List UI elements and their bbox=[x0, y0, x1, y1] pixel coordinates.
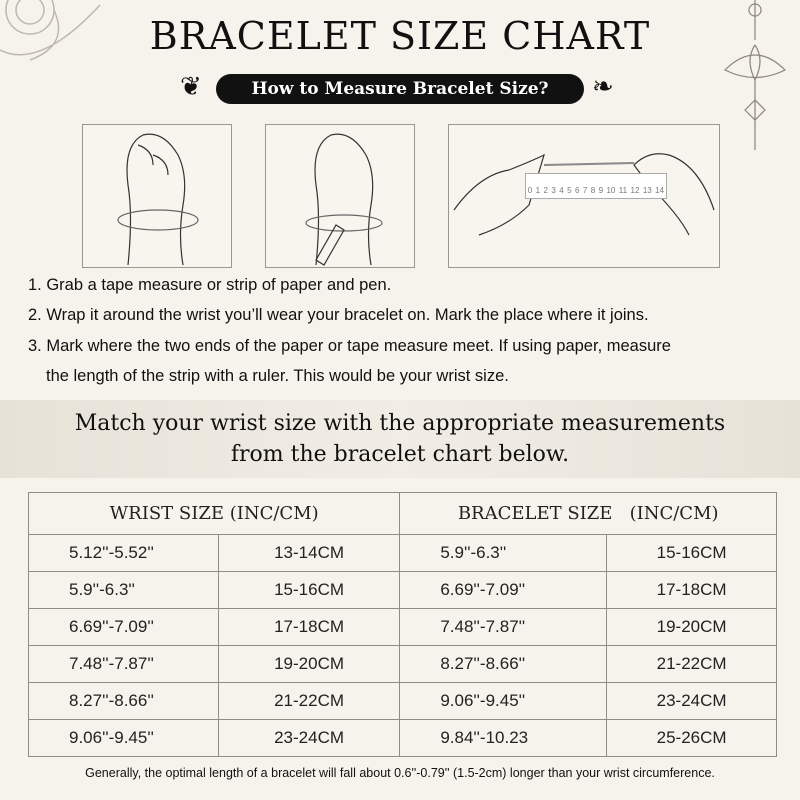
band-line-1: Match your wrist size with the appropria… bbox=[74, 411, 726, 436]
swirl-right-icon: ❧ bbox=[592, 72, 614, 102]
ruler-label: 8 bbox=[590, 186, 596, 195]
wrist-cm: 23-24CM bbox=[217, 719, 401, 757]
bracelet-cm: 19-20CM bbox=[606, 608, 777, 646]
band-line-2: from the bracelet chart below. bbox=[230, 442, 570, 467]
wrist-inches: 6.69''-7.09'' bbox=[28, 608, 219, 646]
wrist-inches: 9.06''-9.45'' bbox=[28, 719, 219, 757]
mandala-decoration-icon bbox=[0, 0, 101, 61]
ruler-label: 9 bbox=[598, 186, 604, 195]
hand-icon bbox=[117, 133, 199, 266]
hands-icon bbox=[453, 153, 715, 236]
instruction-band: Match your wrist size with the appropria… bbox=[0, 400, 800, 478]
wrist-cm: 13-14CM bbox=[217, 534, 401, 572]
wrist-cm: 17-18CM bbox=[217, 608, 401, 646]
ruler-label: 11 bbox=[618, 186, 628, 195]
subtitle-pill: How to Measure Bracelet Size? bbox=[216, 74, 584, 104]
bracelet-cm: 21-22CM bbox=[606, 645, 777, 683]
illustration-hand-wrap bbox=[82, 124, 232, 268]
wrist-inches: 7.48''-7.87'' bbox=[28, 645, 219, 683]
ruler-label: 3 bbox=[551, 186, 556, 195]
ruler-label: 5 bbox=[567, 186, 572, 195]
illustration-mark-wrist bbox=[265, 124, 415, 268]
bracelet-cm: 23-24CM bbox=[606, 682, 777, 720]
table-row: 6.69''-7.09'' 17-18CM 7.48''-7.87'' 19-20CM bbox=[28, 608, 777, 646]
bracelet-inches: 9.84''-10.23 bbox=[399, 719, 608, 757]
table-row: 7.48''-7.87'' 19-20CM 8.27''-8.66'' 21-22CM bbox=[28, 645, 777, 683]
wrist-inches: 5.9''-6.3'' bbox=[28, 571, 219, 609]
ruler-label: 6 bbox=[574, 186, 580, 195]
lotus-decoration-icon bbox=[723, 0, 787, 150]
bracelet-cm: 15-16CM bbox=[606, 534, 777, 572]
bracelet-cm: 17-18CM bbox=[606, 571, 777, 609]
step-2: 2. Wrap it around the wrist you’ll wear … bbox=[28, 306, 649, 324]
table-row: 5.12''-5.52'' 13-14CM 5.9''-6.3'' 15-16CM bbox=[28, 534, 777, 572]
size-table: WRIST SIZE (INC/CM) BRACELET SIZE (INC/C… bbox=[27, 492, 777, 757]
bracelet-inches: 8.27''-8.66'' bbox=[399, 645, 608, 683]
bracelet-cm: 25-26CM bbox=[606, 719, 777, 757]
bracelet-inches: 5.9''-6.3'' bbox=[399, 534, 608, 572]
ruler-label: 13 bbox=[642, 186, 652, 195]
bracelet-inches: 9.06''-9.45'' bbox=[399, 682, 608, 720]
table-row: 5.9''-6.3'' 15-16CM 6.69''-7.09'' 17-18CM bbox=[28, 571, 777, 609]
wrist-cm: 15-16CM bbox=[217, 571, 401, 609]
bracelet-inches: 7.48''-7.87'' bbox=[399, 608, 608, 646]
table-row: 8.27''-8.66'' 21-22CM 9.06''-9.45'' 23-24CM bbox=[28, 682, 777, 720]
footer-note: Generally, the optimal length of a brace… bbox=[85, 766, 715, 780]
header-bracelet-size: BRACELET SIZE (INC/CM) bbox=[399, 492, 777, 535]
step-3-continued: the length of the strip with a ruler. Th… bbox=[46, 367, 509, 385]
ruler-label: 1 bbox=[535, 186, 541, 195]
bracelet-inches: 6.69''-7.09'' bbox=[399, 571, 608, 609]
hand-pen-icon bbox=[305, 133, 383, 266]
ruler-label: 7 bbox=[582, 186, 588, 195]
header-wrist-size: WRIST SIZE (INC/CM) bbox=[27, 492, 401, 535]
wrist-cm: 21-22CM bbox=[217, 682, 401, 720]
ruler: 0 1 2 3 4 5 6 7 8 9 10 11 12 13 14 bbox=[525, 173, 667, 199]
ruler-label: 14 bbox=[655, 186, 665, 195]
ruler-label: 10 bbox=[606, 186, 616, 195]
ruler-label: 12 bbox=[630, 186, 640, 195]
wrist-cm: 19-20CM bbox=[217, 645, 401, 683]
table-row: 9.06''-9.45'' 23-24CM 9.84''-10.23 25-26CM bbox=[28, 719, 777, 757]
illustration-ruler: 0 1 2 3 4 5 6 7 8 9 10 11 12 13 14 bbox=[448, 124, 720, 268]
ruler-label: 2 bbox=[543, 186, 548, 195]
wrist-inches: 8.27''-8.66'' bbox=[28, 682, 219, 720]
step-3: 3. Mark where the two ends of the paper … bbox=[28, 337, 671, 355]
step-1: 1. Grab a tape measure or strip of paper… bbox=[28, 276, 392, 294]
ruler-label: 4 bbox=[559, 186, 564, 195]
ruler-label: 0 bbox=[527, 186, 533, 195]
swirl-left-icon: ❦ bbox=[180, 72, 202, 102]
page-title: BRACELET SIZE CHART bbox=[149, 14, 651, 58]
wrist-inches: 5.12''-5.52'' bbox=[28, 534, 219, 572]
